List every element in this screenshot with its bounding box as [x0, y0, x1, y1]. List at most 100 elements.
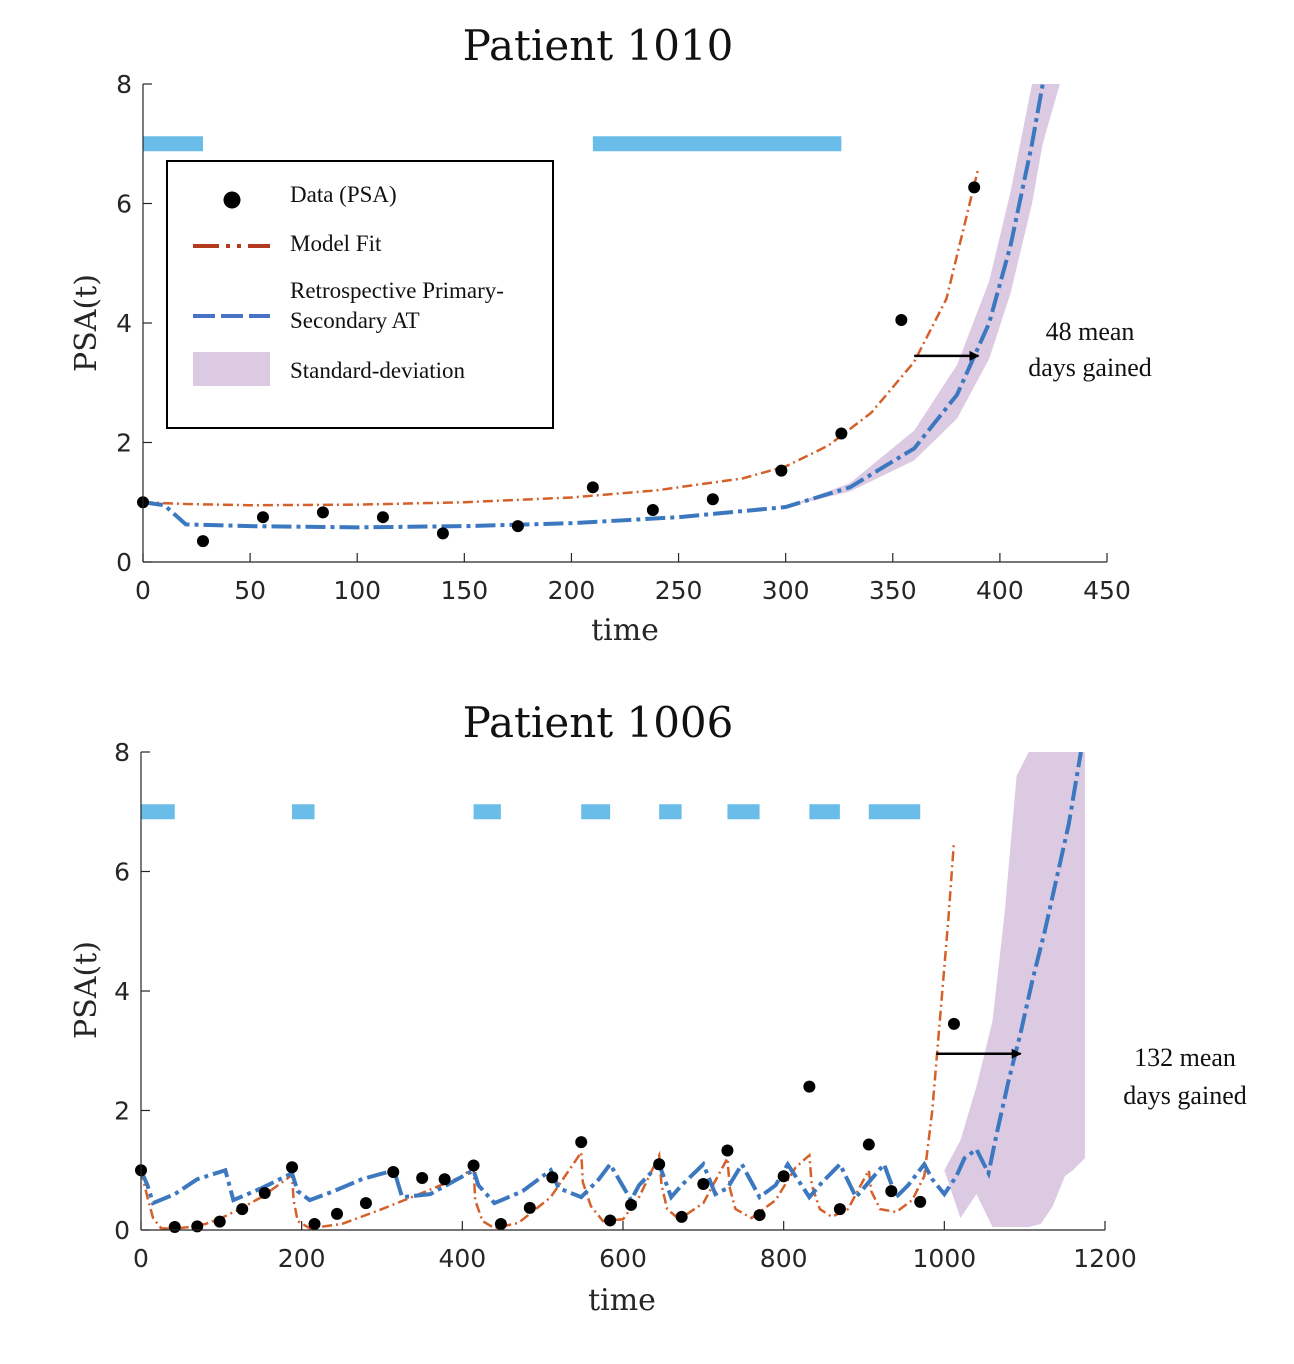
y-axis-label: PSA(t)	[69, 941, 104, 1039]
std-band	[785, 84, 1060, 508]
data-point	[586, 481, 599, 494]
series-group	[143, 84, 1060, 530]
y-tick-label: 2	[116, 429, 132, 458]
std-band	[944, 752, 1085, 1228]
x-tick-label: 200	[548, 576, 596, 605]
chart-panel-patient-1010: Patient 1010 time PSA(t) 0 50 100 150 200 250…	[69, 21, 1152, 648]
data-point	[196, 535, 209, 548]
x-tick-label: 250	[655, 576, 703, 605]
y-tick-label: 2	[114, 1097, 130, 1126]
data-point	[833, 1203, 846, 1216]
data-point	[416, 1172, 429, 1185]
y-tick-label: 8	[116, 70, 132, 99]
model-fit-line	[143, 167, 980, 507]
data-point	[213, 1215, 226, 1228]
annotation-line1: 132 mean	[1134, 1043, 1236, 1072]
data-point	[775, 464, 788, 477]
y-tick-label: 0	[114, 1216, 130, 1245]
x-tick-label: 300	[762, 576, 810, 605]
data-point	[835, 427, 848, 440]
legend-data-marker	[223, 191, 241, 209]
data-point	[604, 1214, 617, 1227]
data-point	[646, 504, 659, 517]
data-point	[885, 1185, 898, 1198]
axes: 0 200 400 600 800 1000 1200 0 2 4 6 8	[114, 738, 1137, 1273]
retrospective-line	[143, 84, 1045, 530]
data-point	[387, 1166, 400, 1179]
y-tick-label: 4	[116, 309, 132, 338]
data-point	[258, 1186, 271, 1199]
annotation-line2: days gained	[1123, 1081, 1246, 1110]
x-tick-label: 150	[440, 576, 488, 605]
data-point	[168, 1221, 181, 1234]
x-tick-label: 0	[135, 576, 151, 605]
legend: Data (PSA) Model Fit Retrospective Prima…	[166, 160, 554, 429]
chart-panel-patient-1006: Patient 1006 time PSA(t) 0 200 400 600 800 10…	[69, 698, 1247, 1318]
x-tick-label: 400	[976, 576, 1024, 605]
plot-area	[137, 84, 1060, 548]
legend-std-swatch	[193, 352, 270, 386]
data-point	[331, 1207, 344, 1220]
data-point	[653, 1158, 666, 1171]
data-point	[359, 1197, 372, 1210]
plot-area	[135, 752, 1085, 1234]
data-point	[803, 1080, 816, 1093]
data-point	[523, 1201, 536, 1214]
y-tick-label: 0	[116, 548, 132, 577]
annotation-line2: days gained	[1028, 353, 1151, 382]
data-point	[753, 1209, 766, 1222]
x-tick-label: 600	[599, 1244, 647, 1273]
x-tick-label: 350	[869, 576, 917, 605]
legend-retro-label-line2: Secondary AT	[290, 308, 420, 333]
data-point	[625, 1198, 638, 1211]
y-tick-label: 6	[114, 858, 130, 887]
data-point	[546, 1171, 559, 1184]
axes: 0 50 100 150 200 250 300 350 400 450 0 2 4 6 8	[116, 70, 1131, 605]
chart-title: Patient 1010	[463, 21, 734, 70]
data-point	[376, 511, 389, 524]
data-point	[914, 1195, 927, 1208]
x-tick-label: 400	[438, 1244, 486, 1273]
y-tick-label: 4	[114, 977, 130, 1006]
data-point	[721, 1144, 734, 1157]
legend-data-label: Data (PSA)	[290, 182, 397, 207]
data-point	[947, 1017, 960, 1030]
data-point	[308, 1218, 321, 1231]
data-point	[697, 1177, 710, 1190]
data-point	[511, 520, 524, 533]
x-tick-label: 450	[1083, 576, 1131, 605]
x-axis-label: time	[588, 1283, 656, 1318]
y-tick-label: 6	[116, 190, 132, 219]
y-tick-label: 8	[114, 738, 130, 767]
x-axis-label: time	[591, 613, 659, 648]
data-point	[191, 1220, 204, 1233]
x-tick-label: 1200	[1073, 1244, 1137, 1273]
data-point	[436, 527, 449, 540]
x-tick-label: 100	[333, 576, 381, 605]
x-tick-label: 1000	[913, 1244, 977, 1273]
data-point	[467, 1159, 480, 1172]
data-point	[575, 1136, 588, 1149]
data-point	[494, 1218, 507, 1231]
data-point	[895, 314, 908, 327]
x-tick-label: 800	[760, 1244, 808, 1273]
retrospective-line	[141, 752, 1083, 1206]
annotation-line1: 48 mean	[1046, 317, 1135, 346]
legend-model-label: Model Fit	[290, 231, 382, 256]
data-point	[286, 1161, 299, 1174]
data-point	[256, 511, 269, 524]
x-tick-label: 200	[278, 1244, 326, 1273]
series-group	[141, 752, 1085, 1230]
x-tick-label: 50	[234, 576, 266, 605]
data-point	[968, 181, 981, 194]
y-axis-label: PSA(t)	[69, 274, 104, 372]
chart-title: Patient 1006	[463, 698, 734, 747]
data-point	[236, 1203, 249, 1216]
data-point	[675, 1210, 688, 1223]
x-tick-label: 0	[133, 1244, 149, 1273]
legend-retro-label-line1: Retrospective Primary-	[290, 278, 504, 303]
data-point	[777, 1170, 790, 1183]
data-point	[706, 493, 719, 506]
data-point	[438, 1173, 451, 1186]
